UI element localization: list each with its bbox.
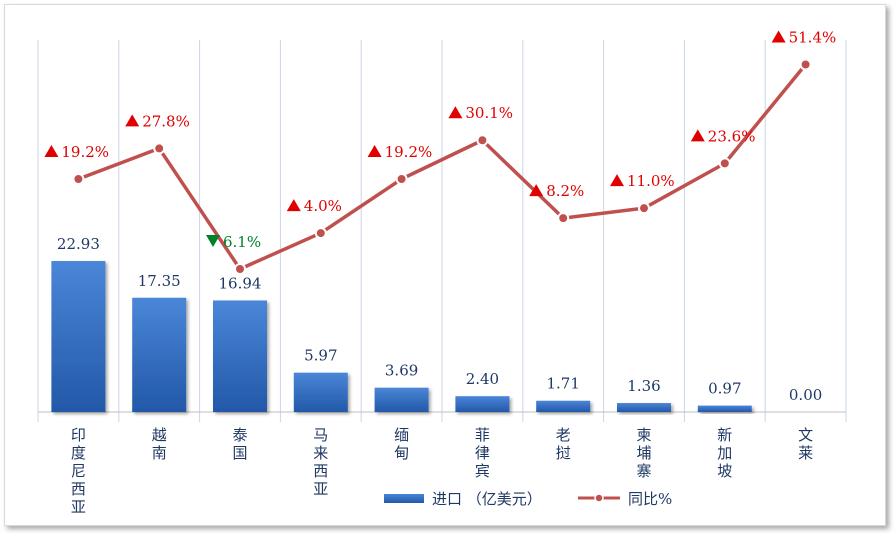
up-arrow-icon [771,30,786,43]
category-label: 马 [313,426,328,444]
category-label: 西 [313,462,328,480]
category-label: 坡 [717,462,732,480]
bar-value-label: 1.71 [546,375,579,393]
legend-line-label: 同比% [628,490,672,508]
bar-value-label: 1.36 [627,377,660,395]
bar [132,297,187,412]
line-point [72,173,85,186]
bar-value-label: 17.35 [138,272,181,290]
growth-label: 19.2% [385,143,433,161]
category-label: 老 [556,426,571,444]
category-label: 挝 [556,444,571,462]
category-label: 缅 [394,426,409,444]
up-arrow-icon [286,199,301,212]
data-labels: 22.93 17.35 16.94 5.97 3.69 2.40 1.71 1.36 0.97 0… [44,28,836,404]
up-arrow-icon [367,145,382,158]
category-label: 泰 [232,426,247,444]
bar-series [51,261,752,412]
category-label: 埔 [636,444,651,462]
category-label: 亚 [313,480,328,498]
line-point [234,262,246,275]
legend-bar-label: 进口 （亿美元） [432,490,542,508]
category-label: 亚 [71,498,86,516]
growth-label: 6.1% [223,233,261,251]
bar [617,403,671,412]
category-label: 寨 [636,462,651,480]
grid-lines [37,40,847,422]
bar [51,261,106,412]
category-label: 新 [717,426,732,444]
growth-label: 8.2% [546,182,584,200]
bar-value-label: 3.69 [385,362,418,380]
growth-label: 30.1% [465,104,513,122]
category-label: 国 [232,444,247,462]
up-arrow-icon [610,174,624,187]
bar [455,396,510,412]
line-point [153,142,166,155]
category-label: 度 [71,444,86,462]
line-point [476,134,489,147]
line-point [718,157,731,170]
bar-value-label: 0.00 [789,386,822,404]
chart-frame [4,4,886,526]
line-point [557,212,570,225]
up-arrow-icon [125,114,140,127]
category-label: 律 [475,444,490,462]
line-point [638,202,650,215]
bar [293,372,348,412]
up-arrow-icon [529,184,544,197]
category-label: 菲 [475,426,490,444]
category-label: 南 [152,444,167,462]
down-arrow-icon [206,234,220,247]
category-label: 西 [71,480,86,498]
category-label: 印 [71,426,86,444]
legend-line-marker [594,493,604,503]
category-label: 来 [313,444,328,462]
category-label: 越 [152,426,167,444]
category-label: 宾 [475,462,490,480]
category-label: 加 [717,444,732,462]
growth-label: 19.2% [61,143,109,161]
category-label: 尼 [71,462,86,480]
legend: 进口 （亿美元） 同比% [384,490,672,508]
bar-value-label: 5.97 [304,347,337,365]
growth-label: 51.4% [789,28,837,46]
line-point [799,58,812,71]
growth-label: 4.0% [304,197,342,215]
growth-label: 11.0% [627,172,675,190]
up-arrow-icon [690,129,705,142]
bar [697,405,752,412]
line-point [314,227,327,240]
growth-label: 23.6% [708,127,756,145]
up-arrow-icon [448,106,463,119]
bar-value-label: 2.40 [466,370,499,388]
bar-value-label: 16.94 [219,274,262,292]
legend-bar-swatch [384,494,424,503]
category-label: 文 [798,426,813,444]
growth-label: 27.8% [142,112,190,130]
bar [213,300,267,412]
bar [374,387,429,412]
line-point [395,173,408,186]
bar-value-label: 0.97 [708,380,741,398]
category-label: 甸 [394,444,409,462]
category-label: 莱 [798,444,813,462]
bar [536,400,591,412]
bar-value-label: 22.93 [57,235,100,253]
line-path [77,63,807,271]
up-arrow-icon [44,145,59,158]
category-label: 柬 [636,426,651,444]
line-series [72,58,812,275]
